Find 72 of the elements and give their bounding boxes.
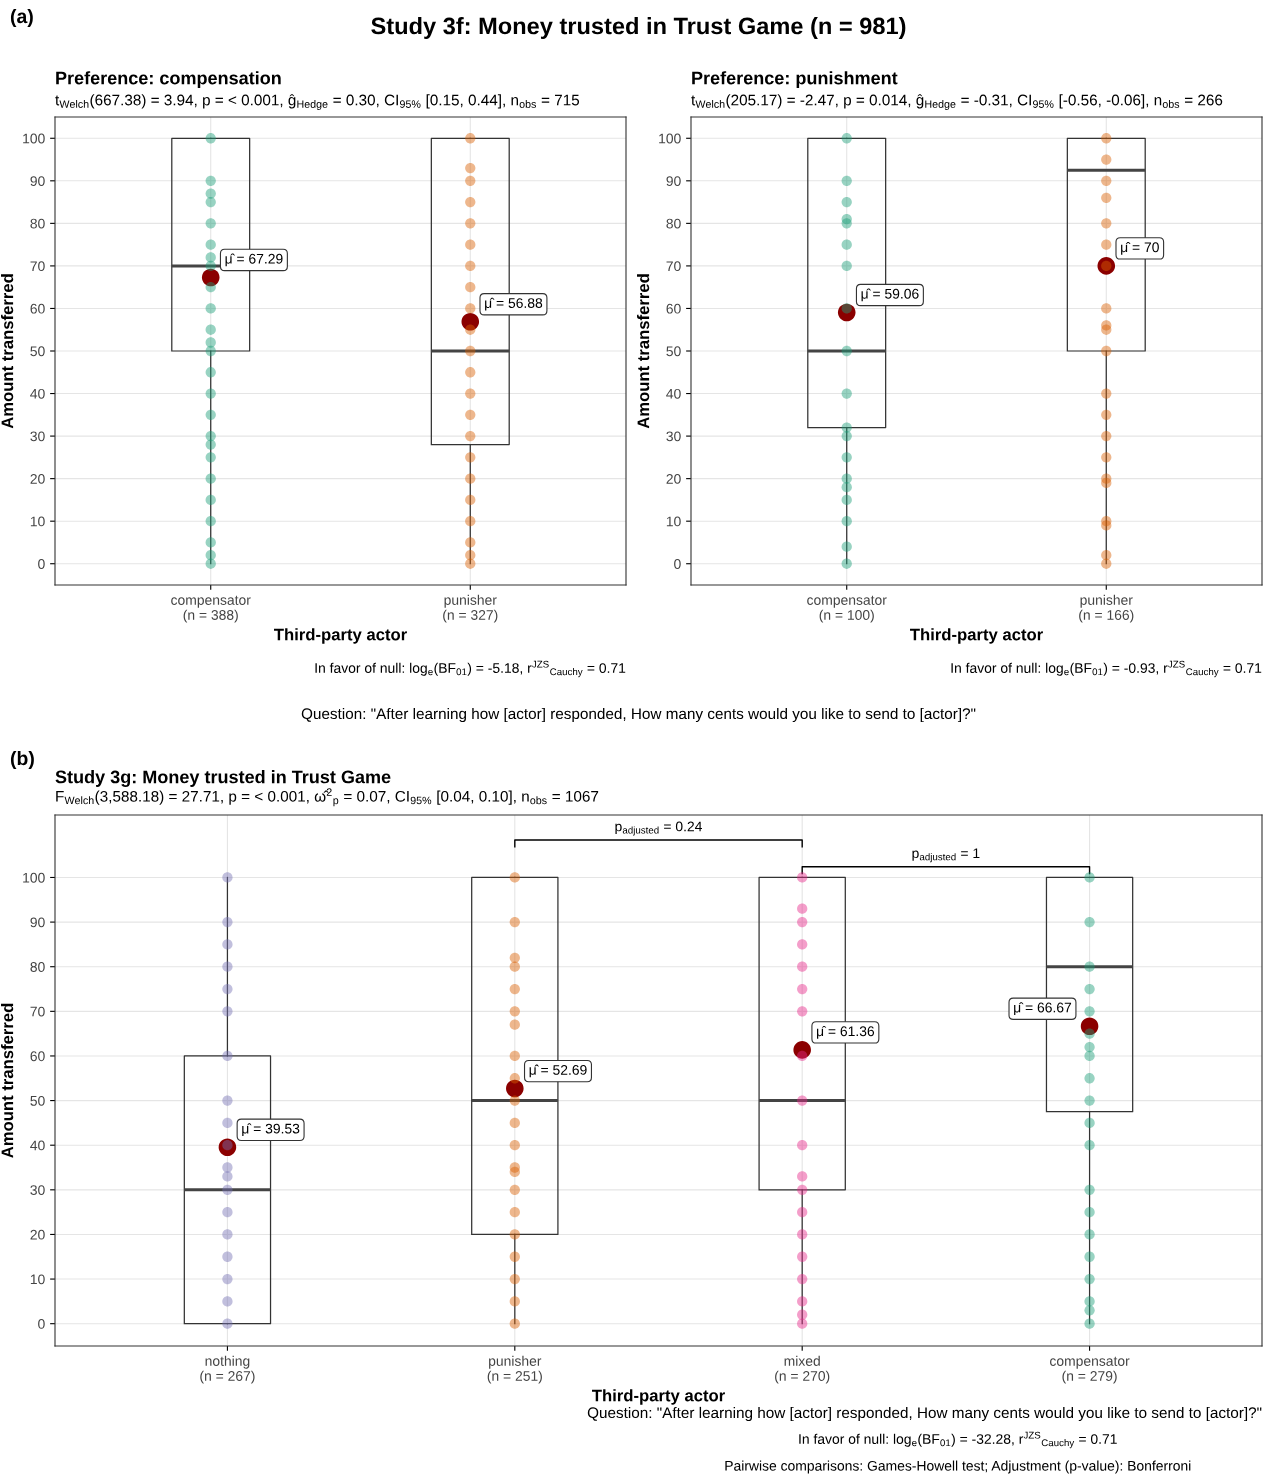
y-tick-label: 20 — [30, 1229, 45, 1240]
data-label: μ̂ = 61.36 — [817, 1025, 875, 1039]
y-tick-label: 20 — [666, 473, 681, 484]
text: F$_{Welch}$(3,588.18) = 27.71, p = < 0.001, ω̂$^{2}$$_{p}$ = 0.07, CI$_{95%}$ [0.04, 0.10], n$_{obs}$ = 1067 — [56, 788, 599, 807]
y-tick-label: 30 — [30, 1185, 45, 1195]
x-axis-title: Third-party actor — [910, 628, 1043, 644]
x-tick-label: nothing (n = 267) — [200, 1355, 255, 1384]
chart-title: Preference: compensation — [56, 71, 281, 88]
data-label: μ̂ = 52.69 — [529, 1064, 587, 1078]
y-tick-label: 10 — [30, 516, 45, 527]
text: Study 3f: Money trusted in Trust Game (n = 981) — [371, 17, 906, 40]
y-axis-title: Amount transferred — [1, 1003, 14, 1158]
text: t$_{Welch}$(205.17) = -2.47, p = 0.014, ĝ$_{Hedge}$ = -0.31, CI$_{95%}$ [-0.56, -0.06], n$_{obs}$ = 266 — [691, 94, 1223, 110]
y-tick-label: 50 — [666, 346, 681, 357]
y-tick-label: 50 — [30, 1095, 45, 1106]
y-tick-label: 80 — [30, 962, 45, 972]
y-tick-label: 70 — [666, 261, 681, 272]
chart-title: Study 3g: Money trusted in Trust Game — [55, 770, 391, 787]
text: Pairwise comparisons: Games-Howell test; Adjustment (p-value): Bonferroni — [725, 1460, 1191, 1474]
y-tick-label: 0 — [38, 559, 45, 569]
y-tick-label: 80 — [30, 218, 45, 229]
y-tick-label: 20 — [30, 473, 45, 484]
y-tick-label: 90 — [30, 917, 45, 928]
data-label: μ̂ = 66.67 — [1014, 1002, 1072, 1015]
text: In favor of null: log$_{e}$(BF$_{01}$) = -5.18, r$^{JZS}$$_{Cauchy}$ = 0.71 — [315, 660, 626, 678]
y-tick-label: 0 — [674, 559, 681, 569]
y-tick-label: 10 — [30, 1274, 45, 1285]
y-tick-label: 100 — [23, 872, 45, 883]
y-tick-label: 10 — [666, 516, 681, 527]
annotation: p$_{adjusted}$ = 0.24 — [615, 821, 702, 836]
y-tick-label: 90 — [666, 176, 681, 186]
data-label: μ̂ = 39.53 — [242, 1123, 300, 1137]
y-tick-label: 100 — [659, 133, 681, 144]
y-tick-label: 90 — [30, 176, 45, 186]
text: Question: "After learning how [actor] responded, How many cents would you like to send to [actor]?" — [301, 707, 976, 723]
x-tick-label: punisher (n = 327) — [443, 594, 498, 623]
text: (b) — [10, 750, 34, 770]
x-tick-label: compensator (n = 279) — [1050, 1356, 1130, 1384]
chart-title: Preference: punishment — [692, 71, 898, 88]
y-tick-label: 0 — [38, 1319, 45, 1329]
text: t$_{Welch}$(667.38) = 3.94, p = < 0.001, ĝ$_{Hedge}$ = 0.30, CI$_{95%}$ [0.15, 0.44], n$_{obs}$ = 715 — [55, 94, 580, 110]
data-label: μ̂ = 59.06 — [861, 288, 919, 302]
data-label: μ̂ = 67.29 — [225, 253, 283, 267]
y-tick-label: 30 — [30, 431, 45, 442]
x-tick-label: compensator (n = 388) — [171, 595, 251, 623]
x-tick-label: punisher (n = 166) — [1079, 594, 1134, 623]
y-tick-label: 40 — [30, 388, 45, 399]
y-tick-label: 60 — [666, 303, 681, 314]
x-axis-title: Third-party actor — [592, 1389, 725, 1405]
y-tick-label: 40 — [666, 388, 681, 399]
y-tick-label: 60 — [30, 303, 45, 314]
y-tick-label: 70 — [30, 261, 45, 272]
y-tick-label: 50 — [30, 346, 45, 357]
y-axis-title: Amount transferred — [1, 274, 14, 429]
y-tick-label: 70 — [30, 1006, 45, 1017]
x-tick-label: punisher (n = 251) — [487, 1355, 542, 1384]
text: (a) — [10, 8, 33, 28]
x-axis-title: Third-party actor — [274, 628, 407, 644]
text: In favor of null: log$_{e}$(BF$_{01}$) = -0.93, r$^{JZS}$$_{Cauchy}$ = 0.71 — [951, 660, 1262, 678]
x-tick-label: mixed (n = 270) — [775, 1355, 830, 1384]
y-tick-label: 60 — [30, 1051, 45, 1062]
text: In favor of null: log$_{e}$(BF$_{01}$) = -32.28, r$^{JZS}$$_{Cauchy}$ = 0.71 — [799, 1431, 1117, 1449]
text: Question: "After learning how [actor] responded, How many cents would you like to send to [actor]?" — [587, 1406, 1262, 1422]
data-label: μ̂ = 70 — [1121, 241, 1159, 255]
y-tick-label: 40 — [30, 1140, 45, 1151]
x-tick-label: compensator (n = 100) — [807, 595, 887, 623]
annotation: p$_{adjusted}$ = 1 — [912, 848, 980, 863]
y-tick-label: 100 — [23, 133, 45, 144]
y-axis-title: Amount transferred — [637, 274, 650, 429]
y-tick-label: 80 — [666, 218, 681, 229]
y-tick-label: 30 — [666, 431, 681, 442]
data-label: μ̂ = 56.88 — [485, 297, 543, 311]
